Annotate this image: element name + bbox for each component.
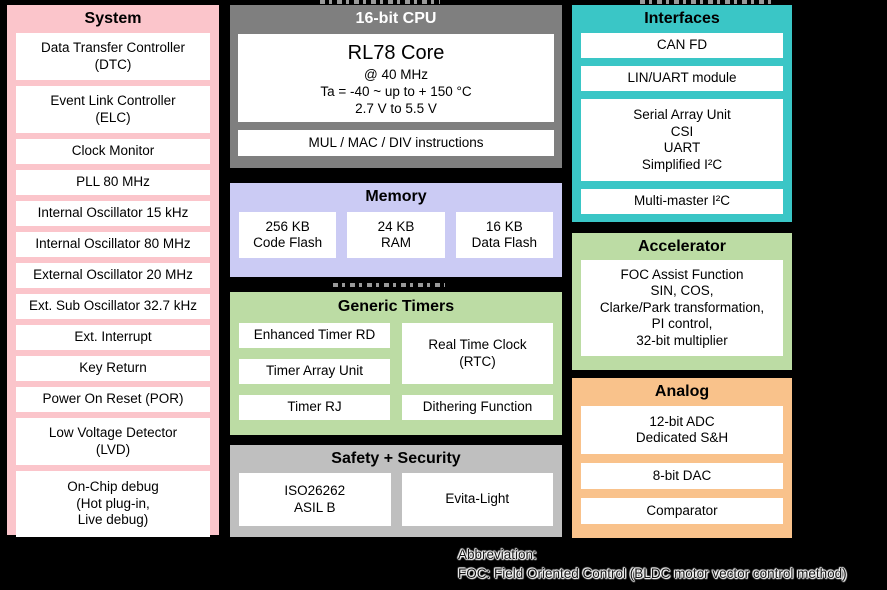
safety-security-panel-title: Safety + Security <box>331 450 461 467</box>
safety-item: Evita-Light <box>401 473 553 526</box>
clipped-text-artifact <box>320 0 440 4</box>
system-item: Key Return <box>16 356 210 381</box>
system-item: Ext. Sub Oscillator 32.7 kHz <box>16 294 210 319</box>
timer-item: Timer RJ <box>239 395 390 420</box>
memory-items: 256 KB Code Flash 24 KB RAM 16 KB Data F… <box>230 210 562 258</box>
safety-items: ISO26262 ASIL B Evita-Light <box>230 472 562 526</box>
memory-item: 24 KB RAM <box>347 212 445 258</box>
interfaces-items: CAN FD LIN/UART module Serial Array Unit… <box>572 32 792 214</box>
system-item: Ext. Interrupt <box>16 325 210 350</box>
footnote-foc-definition: FOC: Field Oriented Control (BLDC motor … <box>458 566 847 581</box>
footnote: Abbreviation: FOC: Field Oriented Contro… <box>458 545 847 583</box>
footnote-abbreviation-label: Abbreviation: <box>458 547 537 562</box>
analog-item: 8-bit DAC <box>581 463 783 489</box>
system-item: Clock Monitor <box>16 139 210 164</box>
clipped-text-artifact <box>640 0 775 4</box>
analog-panel-title: Analog <box>654 383 710 400</box>
system-item: External Oscillator 20 MHz <box>16 263 210 288</box>
cpu-panel: 16-bit CPU RL78 Core @ 40 MHz Ta = -40 ~… <box>230 5 562 168</box>
cpu-core-box: RL78 Core @ 40 MHz Ta = -40 ~ up to + 15… <box>238 34 554 122</box>
accelerator-panel: Accelerator FOC Assist Function SIN, COS… <box>572 233 792 370</box>
generic-timers-items: Enhanced Timer RD Timer Array Unit Timer… <box>230 322 562 420</box>
system-item: PLL 80 MHz <box>16 170 210 195</box>
interface-item: Multi-master I²C <box>581 189 783 214</box>
system-item: Internal Oscillator 15 kHz <box>16 201 210 226</box>
analog-item: Comparator <box>581 498 783 524</box>
system-item: Internal Oscillator 80 MHz <box>16 232 210 257</box>
clipped-text-artifact <box>333 283 445 287</box>
system-item: Power On Reset (POR) <box>16 387 210 412</box>
memory-item: 16 KB Data Flash <box>455 212 553 258</box>
cpu-core-details: @ 40 MHz Ta = -40 ~ up to + 150 °C 2.7 V… <box>320 66 472 116</box>
memory-item: 256 KB Code Flash <box>239 212 337 258</box>
system-panel-title: System <box>84 10 142 27</box>
analog-items: 12-bit ADC Dedicated S&H 8-bit DAC Compa… <box>572 405 792 524</box>
system-items: Data Transfer Controller (DTC) Event Lin… <box>7 32 219 537</box>
timer-item: Enhanced Timer RD <box>239 323 390 348</box>
generic-timers-panel: Generic Timers Enhanced Timer RD Timer A… <box>230 292 562 435</box>
rtc-box: Real Time Clock (RTC) <box>402 323 553 384</box>
memory-panel-title: Memory <box>365 188 427 205</box>
accelerator-panel-title: Accelerator <box>637 238 727 255</box>
memory-panel: Memory 256 KB Code Flash 24 KB RAM 16 KB… <box>230 183 562 277</box>
accelerator-content-box: FOC Assist Function SIN, COS, Clarke/Par… <box>581 260 783 356</box>
system-panel: System Data Transfer Controller (DTC) Ev… <box>7 5 219 537</box>
cpu-instructions-box: MUL / MAC / DIV instructions <box>238 130 554 156</box>
interface-item: Serial Array Unit CSI UART Simplified I²… <box>581 99 783 181</box>
timer-item: Timer Array Unit <box>239 359 390 384</box>
interface-item: LIN/UART module <box>581 66 783 91</box>
dithering-box: Dithering Function <box>402 395 553 420</box>
system-item: Data Transfer Controller (DTC) <box>16 33 210 80</box>
system-item: Event Link Controller (ELC) <box>16 86 210 133</box>
interface-item: CAN FD <box>581 33 783 58</box>
safety-security-panel: Safety + Security ISO26262 ASIL B Evita-… <box>230 445 562 537</box>
generic-timers-panel-title: Generic Timers <box>337 298 455 315</box>
analog-panel: Analog 12-bit ADC Dedicated S&H 8-bit DA… <box>572 378 792 538</box>
system-item: On-Chip debug (Hot plug-in, Live debug) <box>16 471 210 537</box>
analog-item: 12-bit ADC Dedicated S&H <box>581 406 783 454</box>
interfaces-panel-title: Interfaces <box>644 10 720 27</box>
safety-item: ISO26262 ASIL B <box>239 473 391 526</box>
interfaces-panel: Interfaces CAN FD LIN/UART module Serial… <box>572 5 792 222</box>
cpu-core-name: RL78 Core <box>347 41 445 64</box>
system-item: Low Voltage Detector (LVD) <box>16 418 210 465</box>
cpu-panel-title: 16-bit CPU <box>355 10 437 27</box>
